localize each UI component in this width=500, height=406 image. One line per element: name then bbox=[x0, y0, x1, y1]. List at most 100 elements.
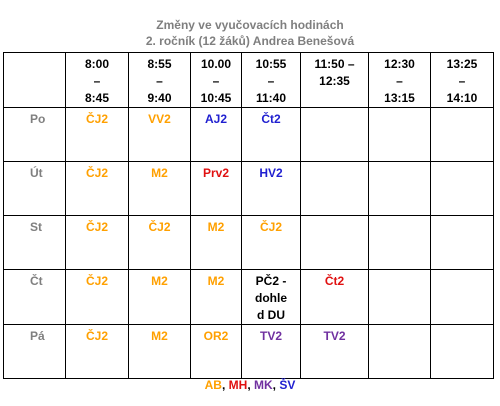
lesson-cell: VV2 bbox=[128, 107, 191, 162]
lesson-cell: M2 bbox=[128, 161, 191, 216]
lesson-cell: ČJ2 bbox=[65, 161, 129, 216]
lesson-text: M2 bbox=[151, 329, 168, 343]
lesson-text: OR2 bbox=[203, 329, 229, 343]
lesson-text: ČJ2 bbox=[85, 274, 108, 288]
title-line: Změny ve vyučovacích hodinách bbox=[156, 18, 344, 32]
lesson-cell bbox=[368, 161, 431, 216]
lesson-cell: ČJ2 bbox=[65, 107, 129, 162]
time-text: 9:40 bbox=[147, 91, 172, 105]
legend-item: MH bbox=[228, 378, 248, 392]
lesson-cell: M2 bbox=[190, 269, 242, 325]
day-row: Pá ČJ2 M2 OR2 TV2 TV2 bbox=[3, 324, 494, 379]
lesson-cell: M2 bbox=[128, 324, 191, 379]
time-text: 8:45 bbox=[84, 91, 110, 105]
lesson-text: ČJ2 bbox=[259, 220, 282, 234]
day-label: Út bbox=[3, 161, 66, 216]
time-text: 8:55 bbox=[147, 57, 172, 71]
legend-item: MK bbox=[254, 378, 273, 392]
lesson-text: TV2 bbox=[259, 329, 282, 343]
time-text: – bbox=[212, 74, 220, 88]
lesson-cell: Čt2 bbox=[241, 107, 301, 162]
time-text: – bbox=[93, 74, 101, 88]
lesson-cell: AJ2 bbox=[190, 107, 242, 162]
time-text: 12:30 bbox=[384, 57, 415, 71]
day-label: Po bbox=[3, 107, 66, 162]
lesson-cell bbox=[430, 269, 494, 325]
legend: AB, MH, MK, ŠV bbox=[0, 378, 500, 392]
lesson-cell: ČJ2 bbox=[65, 324, 129, 379]
lesson-text: Čt2 bbox=[324, 274, 345, 288]
lesson-cell: Prv2 bbox=[190, 161, 242, 216]
lesson-cell: ČJ2 bbox=[65, 269, 129, 325]
lesson-cell bbox=[300, 107, 369, 162]
time-text: 13:15 bbox=[384, 91, 415, 105]
time-text: – bbox=[267, 74, 275, 88]
legend-separator: , bbox=[247, 378, 251, 392]
lesson-cell bbox=[368, 215, 431, 270]
lesson-text: M2 bbox=[207, 220, 225, 234]
lesson-cell bbox=[368, 324, 431, 379]
day-row: St ČJ2 ČJ2 M2 ČJ2 bbox=[3, 215, 494, 270]
header-row: 8:00 – 8:45 8:55 – 9:40 10.00 – 10:45 10:55 – 11:40… bbox=[3, 52, 494, 108]
day-row: Čt ČJ2 M2 M2 PČ2 - dohle d DU Čt2 bbox=[3, 269, 494, 325]
time-text: – bbox=[396, 74, 403, 88]
lesson-cell bbox=[368, 107, 431, 162]
lesson-cell bbox=[368, 269, 431, 325]
time-text: 8:00 bbox=[84, 57, 110, 71]
lesson-text: Prv2 bbox=[202, 166, 230, 180]
day-label: St bbox=[3, 215, 66, 270]
lesson-text: PČ2 - bbox=[255, 274, 287, 288]
day-label: Pá bbox=[3, 324, 66, 379]
lesson-cell: ČJ2 bbox=[65, 215, 129, 270]
time-cell: 10.00 – 10:45 bbox=[190, 52, 242, 108]
lesson-text: dohle bbox=[255, 291, 287, 305]
time-cell: 8:55 – 9:40 bbox=[128, 52, 191, 108]
day-row: Út ČJ2 M2 Prv2 HV2 bbox=[3, 161, 494, 216]
time-text: 10:55 bbox=[255, 57, 287, 71]
time-text: 14:10 bbox=[446, 91, 478, 105]
title: Změny ve vyučovacích hodinách 2. ročník (… bbox=[0, 17, 500, 49]
legend-item: AB bbox=[204, 378, 222, 392]
time-cell: 13:25 – 14:10 bbox=[430, 52, 494, 108]
lesson-cell: M2 bbox=[128, 269, 191, 325]
lesson-cell: Čt2 bbox=[300, 269, 369, 325]
corner-cell bbox=[3, 52, 66, 108]
lesson-text: ČJ2 bbox=[148, 220, 171, 234]
time-text: 13:25 bbox=[446, 57, 478, 71]
lesson-text: ČJ2 bbox=[85, 166, 108, 180]
lesson-cell bbox=[430, 161, 494, 216]
time-text: 12:35 bbox=[319, 74, 350, 88]
time-text: 10:45 bbox=[200, 91, 232, 105]
lesson-cell: ČJ2 bbox=[128, 215, 191, 270]
lesson-cell bbox=[430, 215, 494, 270]
lesson-text: TV2 bbox=[323, 329, 346, 343]
day-row: Po ČJ2 VV2 AJ2 Čt2 bbox=[3, 107, 494, 162]
legend-item: ŠV bbox=[279, 378, 296, 392]
time-text: – bbox=[458, 74, 466, 88]
time-text: 10.00 bbox=[200, 57, 232, 71]
lesson-text: ČJ2 bbox=[85, 220, 108, 234]
time-cell: 12:30 – 13:15 bbox=[368, 52, 431, 108]
lesson-cell bbox=[430, 107, 494, 162]
lesson-text: Čt2 bbox=[261, 112, 281, 126]
lesson-text: AJ2 bbox=[204, 112, 227, 126]
lesson-text: VV2 bbox=[148, 112, 171, 126]
legend-separator: , bbox=[272, 378, 277, 392]
lesson-cell bbox=[430, 324, 494, 379]
lesson-cell bbox=[300, 215, 369, 270]
lesson-cell: TV2 bbox=[300, 324, 369, 379]
lesson-cell: HV2 bbox=[241, 161, 301, 216]
time-text: 11:40 bbox=[255, 91, 287, 105]
lesson-text: HV2 bbox=[259, 166, 283, 180]
time-text: – bbox=[156, 74, 163, 88]
lesson-text: ČJ2 bbox=[85, 112, 108, 126]
lesson-text: d DU bbox=[257, 308, 285, 322]
lesson-cell: PČ2 - dohle d DU bbox=[241, 269, 301, 325]
lesson-cell: OR2 bbox=[190, 324, 242, 379]
lesson-cell bbox=[300, 161, 369, 216]
lesson-cell: TV2 bbox=[241, 324, 301, 379]
day-label: Čt bbox=[3, 269, 66, 325]
lesson-cell: ČJ2 bbox=[241, 215, 301, 270]
legend-separator: , bbox=[221, 378, 226, 392]
